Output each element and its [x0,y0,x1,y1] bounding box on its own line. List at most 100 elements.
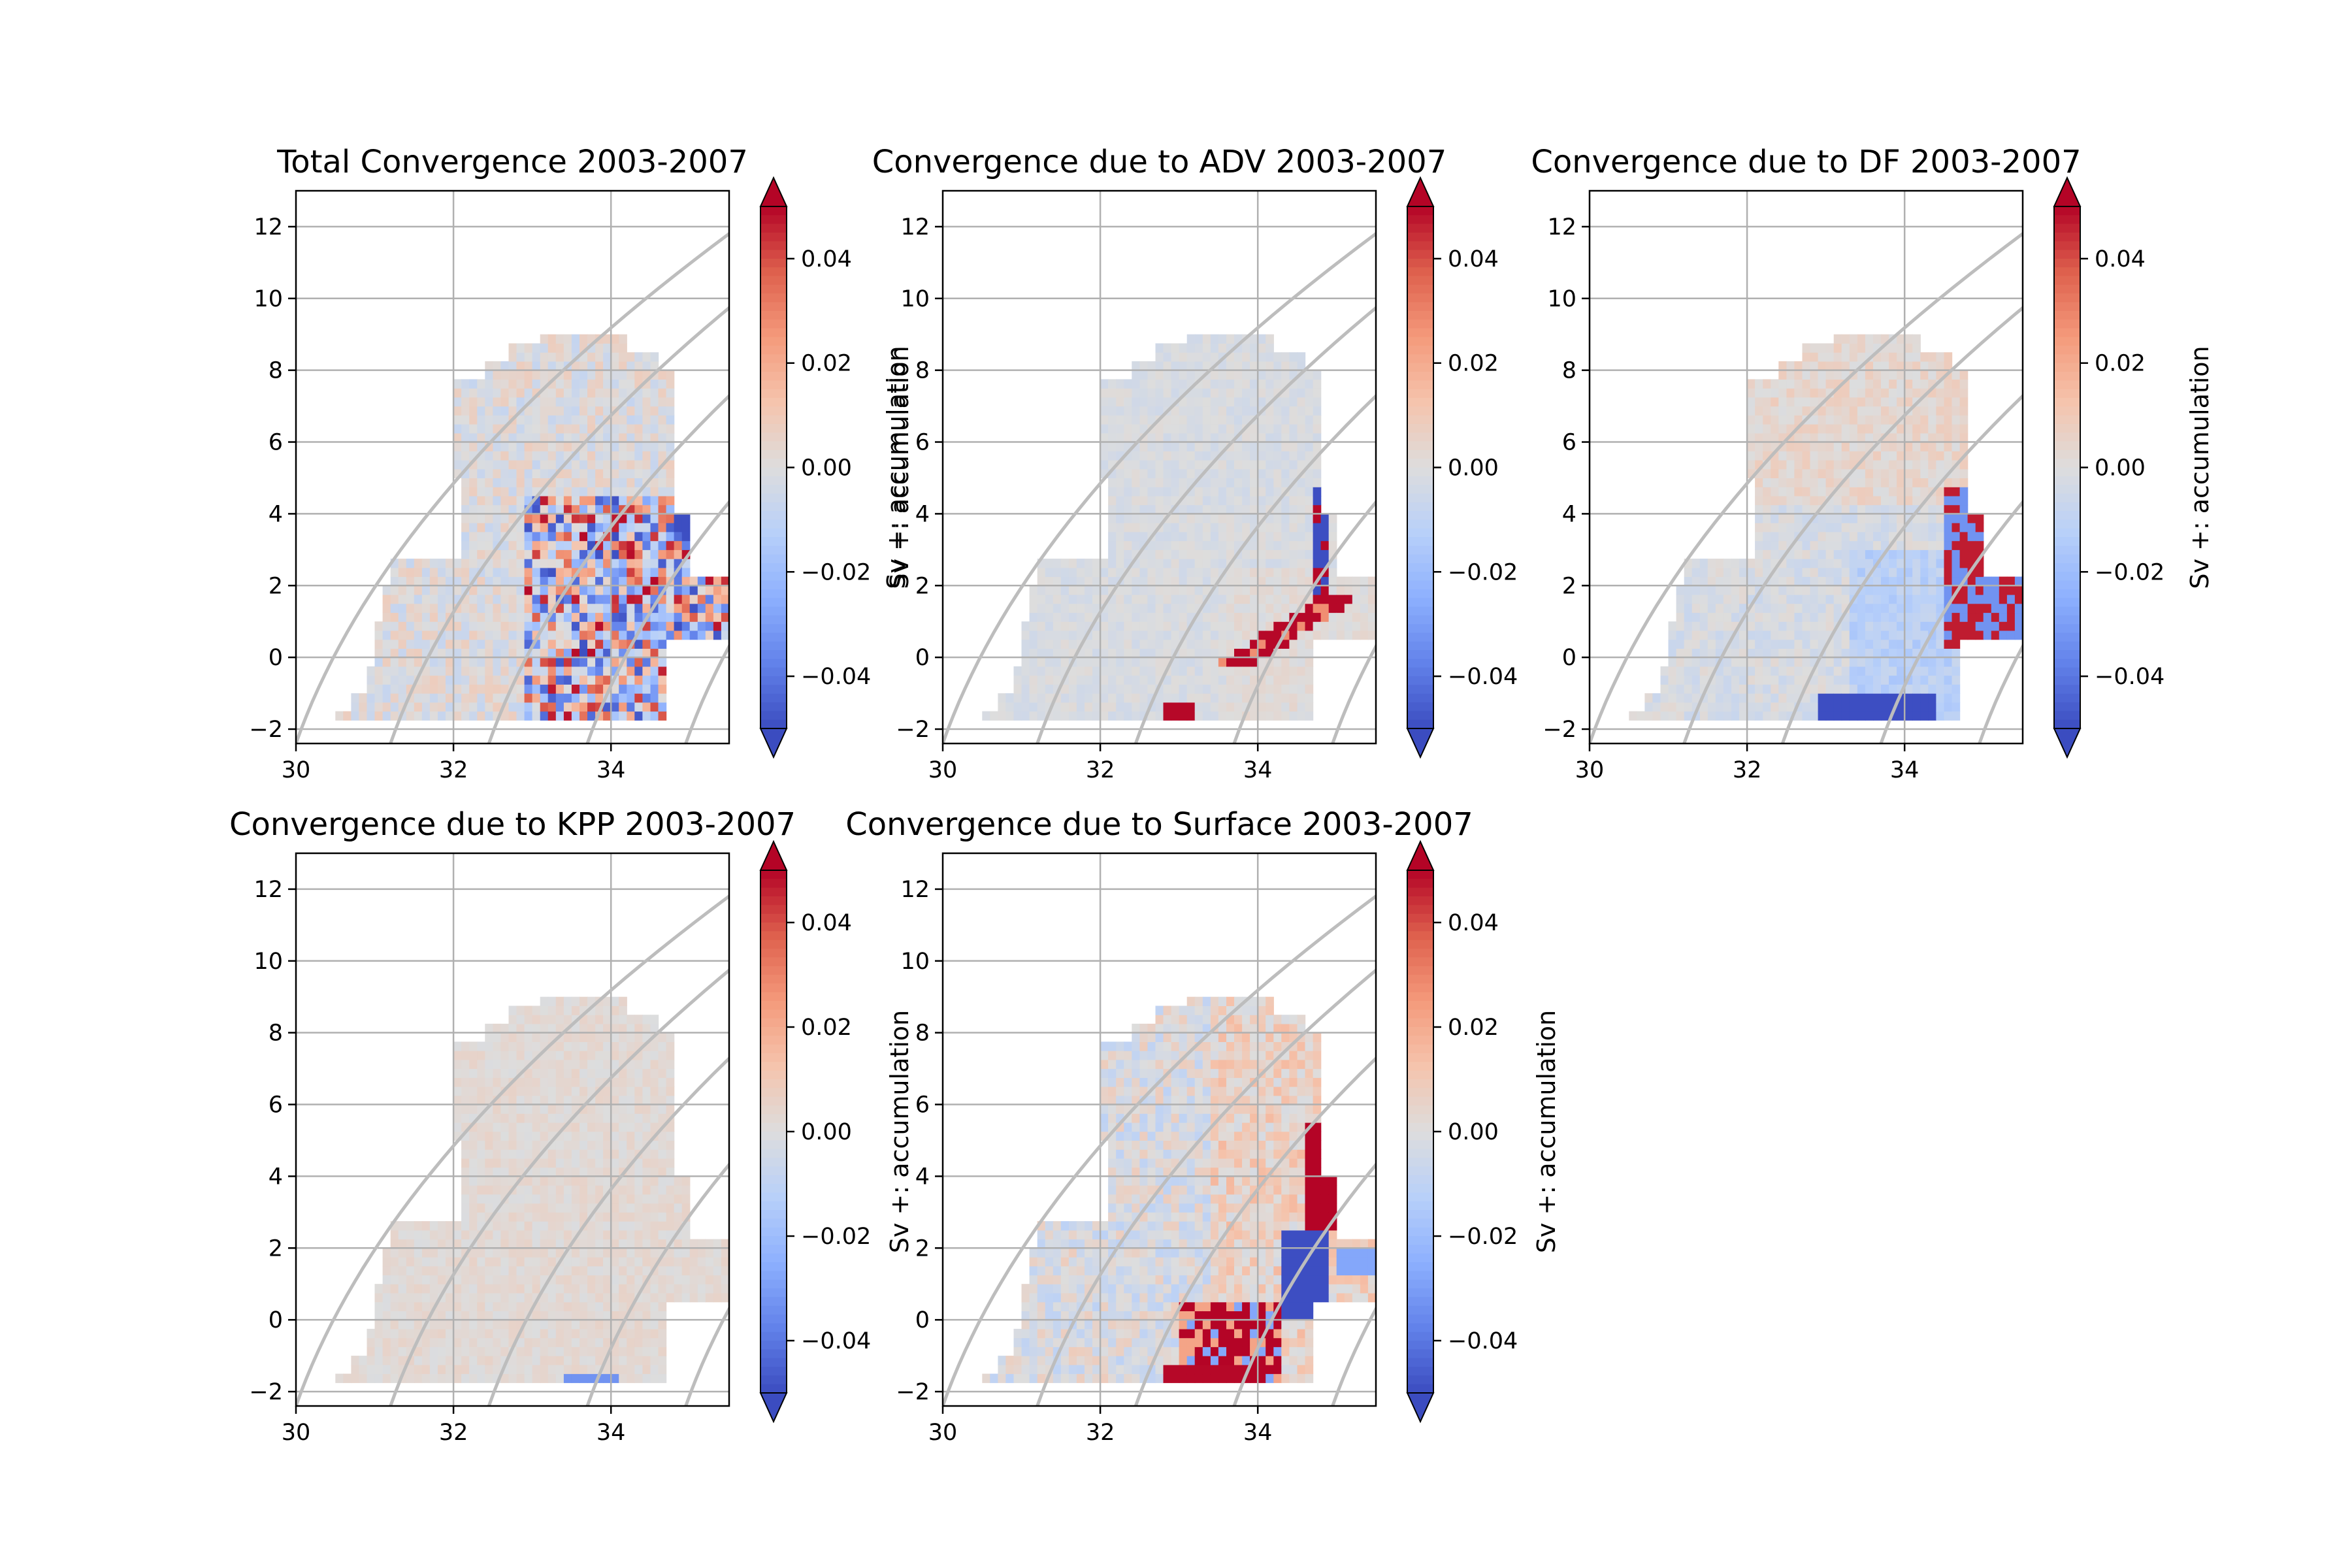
heatmap-cell [1281,540,1290,550]
heatmap-cell [563,397,572,407]
heatmap-cell [2006,576,2016,586]
heatmap-cell [421,630,431,640]
heatmap-cell [1920,559,1929,568]
heatmap-cell [1163,693,1172,703]
heatmap-cell [1163,595,1172,604]
heatmap-cell [1171,352,1180,362]
heatmap-cell [1281,361,1290,371]
heatmap-cell [1305,442,1314,451]
heatmap-cell [453,442,462,451]
heatmap-cell [1226,370,1235,380]
heatmap-cell [453,1275,462,1284]
heatmap-cell [477,595,485,604]
heatmap-cell [705,585,714,595]
heatmap-cell [650,397,659,407]
heatmap-cell [461,1140,470,1150]
heatmap-cell [1668,666,1677,676]
heatmap-cell [1100,621,1109,631]
heatmap-cell [1920,666,1929,676]
heatmap-cell [587,630,596,640]
heatmap-cell [666,504,675,514]
heatmap-cell [1778,576,1787,586]
heatmap-cell [634,442,643,451]
heatmap-cell [697,621,706,631]
heatmap-cell [642,576,651,586]
heatmap-cell [658,415,667,425]
y-tick-label: 6 [269,430,283,456]
heatmap-cell [1313,379,1322,389]
heatmap-cell [382,1320,391,1330]
heatmap-cell [477,1068,485,1078]
heatmap-cell [493,1068,502,1078]
heatmap-cell [1865,424,1874,434]
heatmap-cell [1763,504,1771,514]
heatmap-cell [1155,576,1164,586]
heatmap-cell [1786,702,1795,712]
heatmap-cell [1045,621,1054,631]
heatmap-cell [1266,603,1274,613]
heatmap-cell [1305,657,1314,667]
heatmap-cell [1897,549,1905,559]
heatmap-cell [382,1275,391,1284]
heatmap-cell [681,523,691,532]
heatmap-cell [642,406,651,416]
heatmap-cell [500,603,510,613]
heatmap-cell [1889,559,1897,568]
heatmap-cell [1668,675,1677,685]
heatmap-cell [500,630,510,640]
heatmap-cell [374,1347,384,1356]
heatmap-cell [587,684,596,694]
heatmap-cell [658,567,667,578]
heatmap-cell [461,684,470,694]
heatmap-cell [547,495,557,506]
heatmap-cell [555,684,564,694]
heatmap-cell [619,487,627,497]
heatmap-cell [382,1266,391,1276]
heatmap-cell [485,1113,493,1123]
heatmap-cell [508,495,517,506]
heatmap-cell [508,576,517,586]
heatmap-cell [1132,406,1140,416]
heatmap-cell [650,451,659,461]
heatmap-cell [446,1293,454,1303]
heatmap-cell [1226,711,1235,721]
heatmap-cell [1076,559,1085,568]
heatmap-cell [650,487,659,497]
heatmap-cell [1210,567,1219,578]
heatmap-cell [1967,523,1976,532]
heatmap-cell [461,433,470,443]
heatmap-cell [1179,370,1188,380]
heatmap-cell [1147,468,1156,478]
heatmap-cell [1818,468,1827,478]
heatmap-cell [1218,397,1227,407]
heatmap-cell [1155,702,1164,712]
heatmap-cell [540,639,549,649]
heatmap-cell [1234,621,1243,631]
heatmap-cell [1912,693,1921,703]
heatmap-cell [1234,415,1243,425]
heatmap-cell [500,361,510,371]
heatmap-cell [1755,487,1763,497]
heatmap-cell [461,531,470,542]
heatmap-cell [1991,576,2000,586]
heatmap-cell [1218,702,1227,712]
heatmap-cell [516,595,525,604]
heatmap-cell [1281,567,1290,578]
heatmap-cell [1258,415,1266,425]
heatmap-cell [477,1041,485,1051]
heatmap-cell [1068,711,1077,721]
heatmap-cell [1210,540,1219,550]
heatmap-cell [438,1320,446,1330]
heatmap-cell [1810,487,1819,497]
heatmap-cell [587,478,596,487]
x-tick-label: 30 [928,757,958,783]
heatmap-cell [627,468,635,478]
heatmap-cell [540,415,549,425]
heatmap-cell [1794,559,1803,568]
heatmap-cell [1273,702,1282,712]
heatmap-cell [1060,702,1070,712]
heatmap-cell [524,388,533,398]
heatmap-cell [461,657,470,667]
heatmap-cell [1833,675,1842,685]
heatmap-cell [500,675,510,685]
